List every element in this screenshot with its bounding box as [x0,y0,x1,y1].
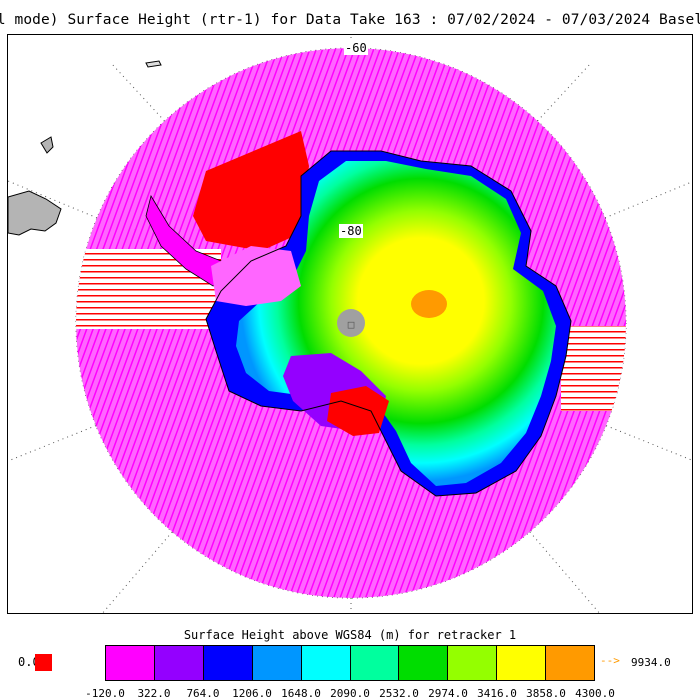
colorbar [105,645,595,681]
over-range-arrow: --> [600,654,620,667]
red-swath-east [561,326,626,411]
colorbar-tick-label: 2532.0 [379,687,419,700]
colorbar-title: Surface Height above WGS84 (m) for retra… [183,628,517,642]
falkland-island [40,136,54,154]
over-range-label: 9934.0 [631,656,671,669]
colorbar-tick-label: 3416.0 [477,687,517,700]
colorbar-segment [252,646,302,680]
colorbar-segment [203,646,253,680]
colorbar-segment [106,646,155,680]
pole-marker: □ [348,318,355,331]
pole-hole [337,309,365,337]
figure-title: ll mode) Surface Height (rtr-1) for Data… [0,12,700,28]
dome-high-region [411,290,447,318]
colorbar-tick-label: 764.0 [186,687,220,700]
colorbar-tick-label: 2974.0 [428,687,468,700]
colorbar-tick-label: -120.0 [85,687,125,700]
colorbar-tick-label: 1206.0 [232,687,272,700]
colorbar-segment [399,646,449,680]
ice-sheet-interior [236,161,556,486]
colorbar-tick-label: 4300.0 [575,687,615,700]
colorbar-segment [154,646,204,680]
under-range-label: 0.0 [18,655,40,669]
colorbar-tick-label: 1648.0 [281,687,321,700]
colorbar-segment [546,646,595,680]
colorbar-tick-label: 2090.0 [330,687,370,700]
coastline [205,150,572,497]
map-frame: □ -60 -80 [7,34,693,614]
colorbar-segment [448,646,498,680]
colorbar-segment [301,646,351,680]
ice-shelf-red [327,386,389,436]
antarctica-map: □ [8,35,692,613]
south-america-landmass [8,190,62,236]
colorbar-tick-label: 322.0 [137,687,171,700]
small-island [145,60,162,68]
colorbar-segment [497,646,547,680]
ice-shelf-west [211,246,301,306]
latitude-label-60: -60 [344,41,368,55]
under-range-swatch [35,654,52,671]
colorbar-tick-label: 3858.0 [526,687,566,700]
colorbar-segment [350,646,400,680]
red-swath-north [193,131,309,251]
latitude-label-80: -80 [339,224,363,238]
